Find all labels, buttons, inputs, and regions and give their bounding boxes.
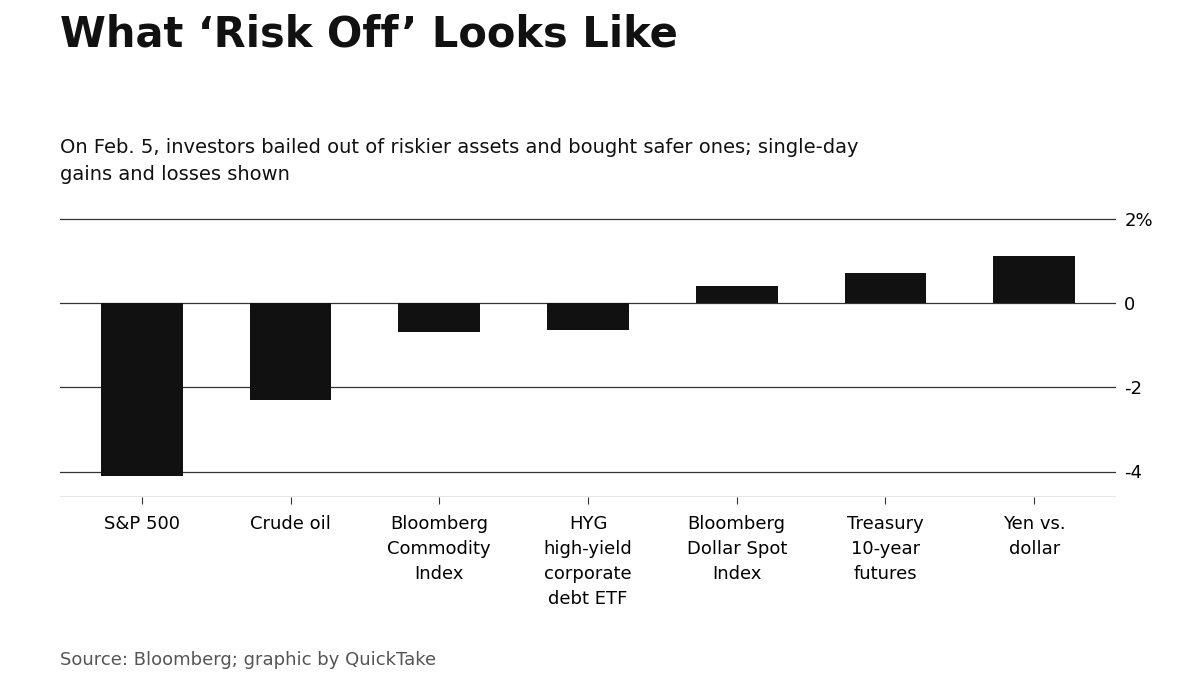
Bar (696, 286, 778, 303)
Bar (398, 303, 480, 333)
Bar (101, 303, 182, 475)
Bar (250, 303, 331, 400)
Text: Source: Bloomberg; graphic by QuickTake: Source: Bloomberg; graphic by QuickTake (60, 651, 436, 669)
Bar (845, 273, 926, 303)
Text: What ‘Risk Off’ Looks Like: What ‘Risk Off’ Looks Like (60, 14, 678, 56)
Bar (994, 257, 1075, 303)
Text: On Feb. 5, investors bailed out of riskier assets and bought safer ones; single-: On Feb. 5, investors bailed out of riski… (60, 138, 858, 184)
Bar (547, 303, 629, 331)
